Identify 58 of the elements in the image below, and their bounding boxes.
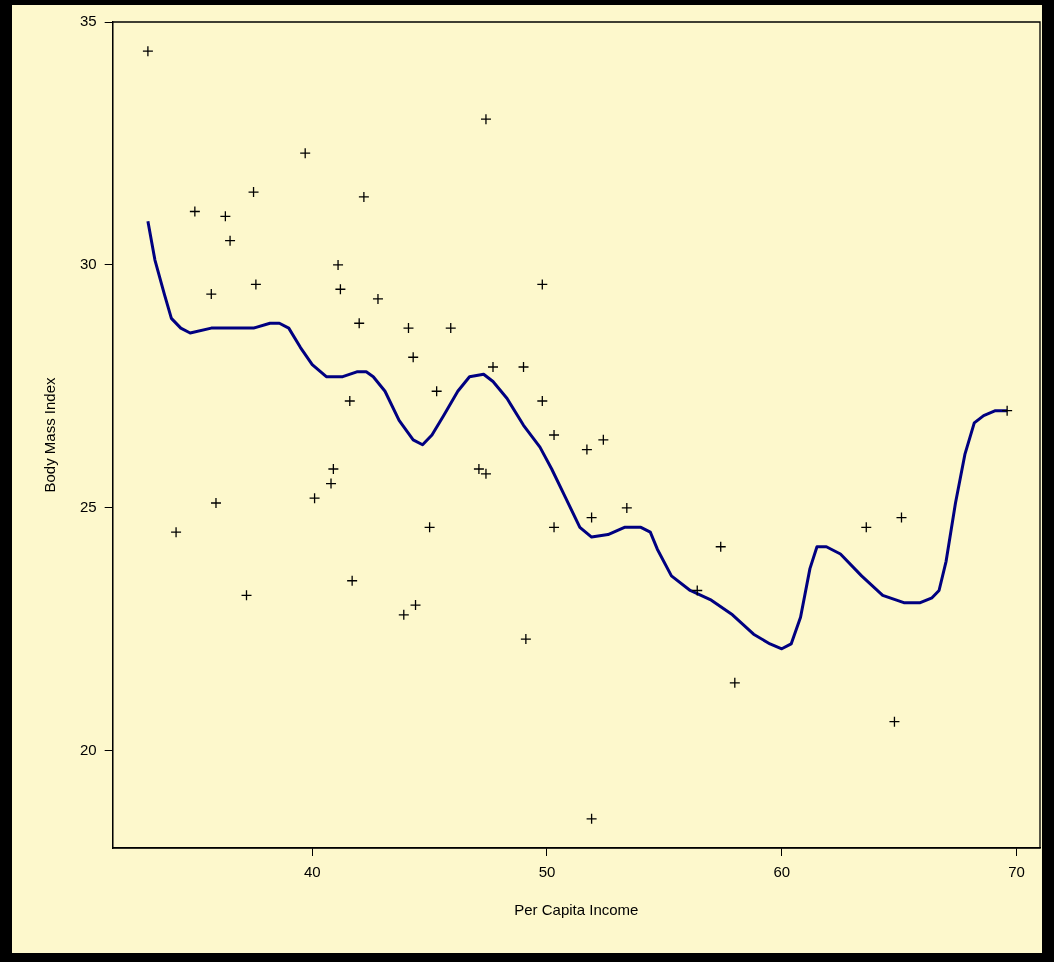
point	[548, 429, 560, 441]
point	[860, 521, 872, 533]
point	[715, 541, 727, 553]
y-tick-label: 35	[80, 12, 97, 30]
point	[240, 589, 253, 601]
point	[480, 113, 492, 125]
point	[729, 677, 741, 689]
point	[210, 497, 222, 509]
y-tick-label: 25	[80, 498, 97, 516]
x-axis-title: Per Capita Income	[514, 901, 639, 919]
point	[895, 511, 908, 524]
point	[621, 502, 633, 514]
point	[1001, 405, 1013, 417]
point	[398, 609, 410, 621]
point	[536, 395, 548, 407]
point	[308, 492, 321, 504]
point	[407, 351, 419, 363]
x-tick-label: 50	[538, 863, 556, 881]
point	[585, 813, 598, 825]
point	[247, 186, 260, 198]
point	[520, 633, 532, 645]
point	[334, 283, 347, 295]
x-tick-label: 60	[773, 863, 791, 881]
point	[402, 322, 415, 334]
point	[325, 477, 337, 490]
x-tick-label: 70	[1008, 863, 1025, 881]
point	[431, 385, 443, 397]
point	[358, 191, 370, 203]
point	[219, 210, 232, 222]
point	[299, 147, 311, 159]
point	[487, 361, 499, 373]
point	[445, 322, 457, 334]
point	[346, 575, 358, 587]
point	[517, 361, 530, 373]
point	[205, 288, 217, 300]
y-axis-title: Body Mass Index	[41, 376, 59, 493]
point	[353, 317, 365, 329]
point	[423, 521, 436, 533]
point	[224, 235, 236, 247]
point	[372, 293, 384, 305]
point	[344, 395, 356, 407]
point	[409, 599, 422, 611]
y-tick-label: 30	[80, 255, 97, 273]
point	[142, 45, 154, 57]
point	[189, 205, 201, 218]
point	[597, 434, 609, 446]
point	[585, 511, 598, 524]
point	[888, 716, 901, 728]
point	[536, 278, 548, 291]
point	[332, 259, 344, 271]
point	[170, 526, 182, 538]
point	[327, 463, 340, 475]
point	[548, 521, 560, 533]
point	[691, 584, 703, 597]
y-tick-label: 20	[80, 740, 97, 758]
point	[581, 443, 593, 456]
point	[250, 278, 262, 291]
x-tick-label: 40	[303, 863, 321, 881]
